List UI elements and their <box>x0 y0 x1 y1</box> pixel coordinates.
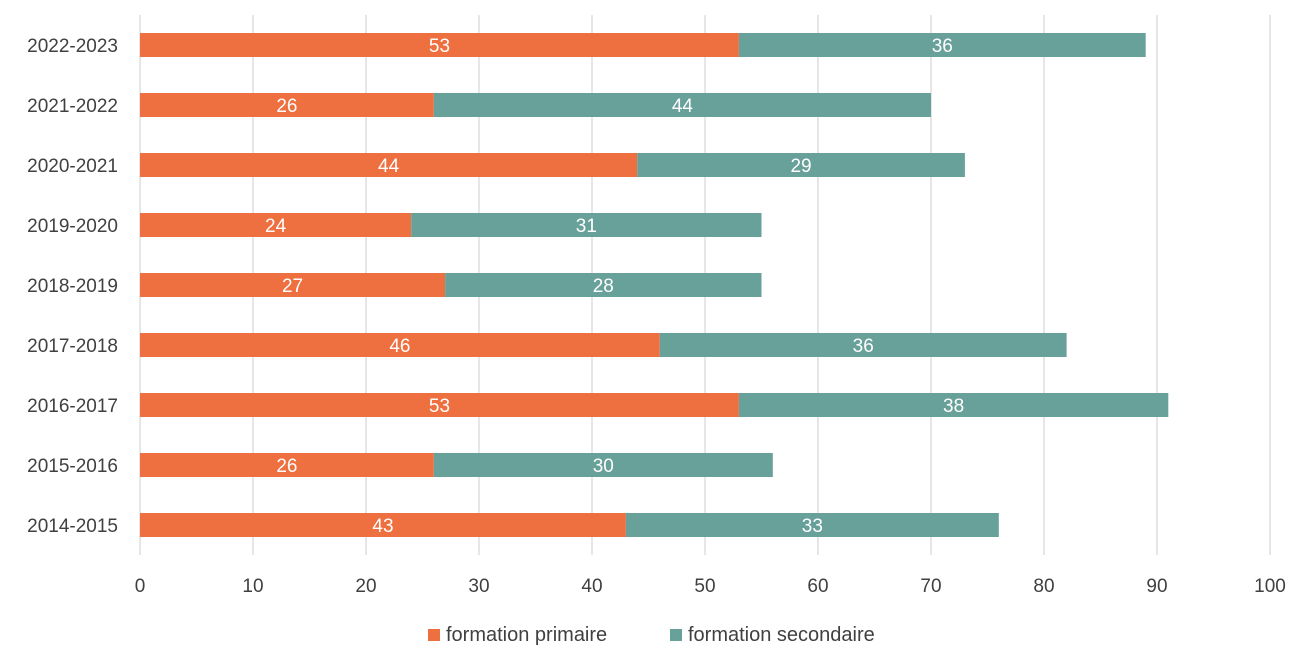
category-label: 2022-2023 <box>27 36 118 57</box>
data-label: 33 <box>802 516 823 537</box>
bar-secondaire <box>433 93 931 117</box>
category-labels: 2022-2023 2021-2022 2020-2021 2019-2020 2018… <box>27 36 118 537</box>
bar-secondaire <box>637 153 965 177</box>
x-tick-label: 40 <box>581 576 602 597</box>
bar-secondaire <box>411 213 762 237</box>
category-label: 2016-2017 <box>27 396 118 417</box>
data-label: 44 <box>672 96 694 117</box>
bar-secondaire <box>445 273 762 297</box>
legend-label: formation primaire <box>446 624 607 646</box>
category-label: 2020-2021 <box>27 156 118 177</box>
bar-primaire <box>140 393 739 417</box>
data-label: 26 <box>276 96 297 117</box>
data-label: 46 <box>389 336 410 357</box>
x-tick-label: 100 <box>1254 576 1286 597</box>
x-tick-label: 30 <box>468 576 489 597</box>
data-label: 36 <box>932 36 953 57</box>
data-label: 36 <box>853 336 874 357</box>
bar-secondaire <box>738 33 1146 57</box>
x-tick-label: 60 <box>807 576 828 597</box>
data-label: 53 <box>429 396 450 417</box>
data-label: 26 <box>276 456 297 477</box>
x-tick-label: 80 <box>1033 576 1054 597</box>
bar-primaire <box>140 453 434 477</box>
bar-secondaire <box>659 333 1067 357</box>
x-tick-label: 70 <box>920 576 941 597</box>
x-tick-label: 90 <box>1146 576 1167 597</box>
category-label: 2015-2016 <box>27 456 118 477</box>
legend-swatch <box>670 629 682 641</box>
bar-primaire <box>140 93 434 117</box>
category-label: 2014-2015 <box>27 516 118 537</box>
x-tick-label: 50 <box>694 576 715 597</box>
bar-primaire <box>140 213 412 237</box>
data-label: 44 <box>378 156 400 177</box>
bar-secondaire <box>738 393 1169 417</box>
legend-swatch <box>428 629 440 641</box>
x-tick-label: 0 <box>135 576 146 597</box>
data-label: 28 <box>593 276 614 297</box>
data-label: 30 <box>593 456 614 477</box>
bar-primaire <box>140 33 739 57</box>
data-label: 38 <box>943 396 964 417</box>
bar-primaire <box>140 153 638 177</box>
bar-primaire <box>140 273 446 297</box>
bars: 53 36 26 44 44 29 24 31 27 28 46 36 53 38 26 30 43 33 <box>140 33 1169 537</box>
bar-primaire <box>140 513 626 537</box>
data-label: 27 <box>282 276 303 297</box>
category-label: 2019-2020 <box>27 216 118 237</box>
data-label: 31 <box>576 216 597 237</box>
x-axis-tick-labels: 0 10 20 30 40 50 60 70 80 90 100 <box>135 576 1286 597</box>
data-label: 43 <box>372 516 393 537</box>
x-tick-label: 20 <box>355 576 376 597</box>
legend-label: formation secondaire <box>688 624 875 646</box>
x-tick-label: 10 <box>242 576 263 597</box>
category-label: 2017-2018 <box>27 336 118 357</box>
category-label: 2018-2019 <box>27 276 118 297</box>
bar-primaire <box>140 333 660 357</box>
data-label: 53 <box>429 36 450 57</box>
bar-secondaire <box>433 453 773 477</box>
legend: formation primaire formation secondaire <box>428 624 875 646</box>
data-label: 24 <box>265 216 287 237</box>
category-label: 2021-2022 <box>27 96 118 117</box>
data-label: 29 <box>790 156 811 177</box>
bar-secondaire <box>625 513 999 537</box>
